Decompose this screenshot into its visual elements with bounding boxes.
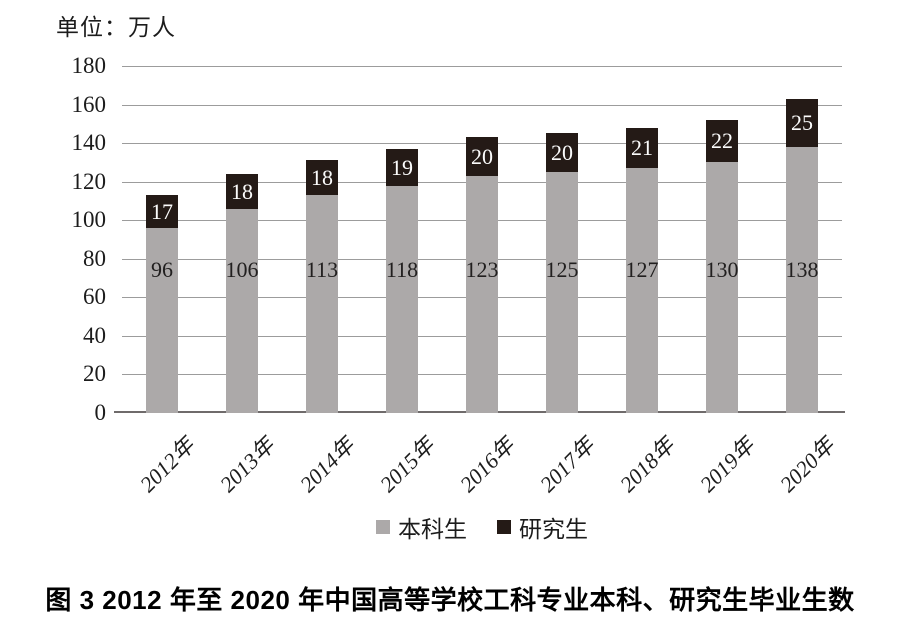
y-tick-label: 20 — [83, 361, 106, 387]
y-tick-label: 0 — [94, 400, 107, 425]
bar-group-2012年: 17 — [146, 195, 178, 413]
y-axis-unit-label: 单位：万人 — [56, 15, 176, 40]
x-tick-label: 2019年 — [694, 432, 760, 497]
grad-segment: 22 — [706, 120, 738, 162]
chart: 17 96 2012年 18 106 2013年 18 113 2014年 19 118 2015年 2… — [71, 53, 845, 497]
undergrad-value-label: 96 — [151, 257, 173, 282]
legend: 本科生 研究生 — [122, 511, 842, 543]
grad-segment: 20 — [466, 137, 498, 176]
grad-segment: 17 — [146, 195, 178, 228]
undergrad-segment — [626, 168, 658, 413]
undergrad-segment — [306, 195, 338, 413]
bar-group-2013年: 18 — [226, 174, 258, 413]
y-tick-label: 120 — [71, 168, 107, 194]
undergrad-value-label: 113 — [305, 257, 339, 282]
grad-segment: 25 — [786, 99, 818, 147]
grad-value-label: 17 — [151, 198, 173, 224]
x-tick-label: 2014年 — [294, 432, 360, 497]
y-tick-label: 100 — [71, 207, 107, 233]
y-tick-label: 80 — [83, 245, 106, 271]
y-tick-label: 60 — [83, 284, 106, 310]
y-tick-label: 40 — [83, 322, 106, 348]
grad-value-label: 18 — [231, 178, 253, 204]
x-tick-label: 2013年 — [214, 432, 280, 497]
grad-segment: 20 — [546, 133, 578, 172]
bar-group-2015年: 19 — [386, 149, 418, 413]
x-tick-label: 2018年 — [614, 432, 680, 497]
undergrad-value-label: 106 — [225, 257, 259, 282]
grad-segment: 21 — [626, 128, 658, 168]
legend-label-undergrad: 本科生 — [398, 517, 467, 542]
undergrad-value-label: 125 — [545, 257, 579, 282]
undergrad-segment — [706, 162, 738, 413]
undergrad-value-label: 130 — [705, 257, 739, 282]
y-tick-label: 180 — [71, 53, 107, 78]
undergrad-value-label: 123 — [465, 257, 499, 282]
bar-group-2016年: 20 — [466, 137, 498, 413]
x-tick-label: 2012年 — [134, 432, 200, 497]
undergrad-segment — [546, 172, 578, 413]
bar-group-2020年: 25 — [786, 99, 818, 413]
undergrad-segment — [146, 228, 178, 413]
grad-value-label: 25 — [791, 110, 813, 135]
plot-area: 17 96 2012年 18 106 2013年 18 113 2014年 19 118 2015年 2… — [114, 66, 845, 497]
undergrad-segment — [466, 176, 498, 413]
legend-label-grad: 研究生 — [519, 517, 588, 542]
bar-group-2014年: 18 — [306, 160, 338, 413]
undergrad-value-label: 138 — [785, 257, 819, 282]
grad-value-label: 21 — [631, 135, 653, 160]
undergrad-segment — [226, 209, 258, 413]
undergrad-value-label: 127 — [625, 257, 659, 282]
grad-segment: 19 — [386, 149, 418, 186]
grad-segment: 18 — [306, 160, 338, 195]
x-tick-label: 2016年 — [454, 432, 520, 497]
bar-group-2017年: 20 — [546, 133, 578, 413]
grad-value-label: 20 — [471, 143, 493, 169]
gridline — [122, 66, 842, 67]
grad-swatch-icon — [497, 520, 511, 534]
figure-caption: 图 3 2012 年至 2020 年中国高等学校工科专业本科、研究生毕业生数 — [45, 585, 855, 615]
x-tick-label: 2015年 — [374, 432, 440, 497]
undergrad-segment — [786, 147, 818, 413]
bar-group-2018年: 21 — [626, 128, 658, 413]
grad-value-label: 19 — [391, 154, 413, 180]
undergrad-swatch-icon — [376, 520, 390, 534]
grad-value-label: 18 — [311, 164, 333, 190]
undergrad-value-label: 118 — [385, 257, 419, 282]
legend-item-undergrad: 本科生 — [376, 510, 467, 544]
x-tick-label: 2020年 — [774, 432, 840, 497]
grad-value-label: 22 — [711, 128, 733, 153]
y-tick-label: 140 — [71, 130, 107, 156]
grad-value-label: 20 — [551, 139, 573, 165]
legend-item-grad: 研究生 — [497, 510, 588, 544]
bar-group-2019年: 22 — [706, 120, 738, 413]
gridline — [122, 104, 842, 106]
grad-segment: 18 — [226, 174, 258, 209]
undergrad-segment — [386, 186, 418, 413]
x-tick-label: 2017年 — [534, 432, 600, 497]
y-tick-label: 160 — [71, 91, 107, 117]
